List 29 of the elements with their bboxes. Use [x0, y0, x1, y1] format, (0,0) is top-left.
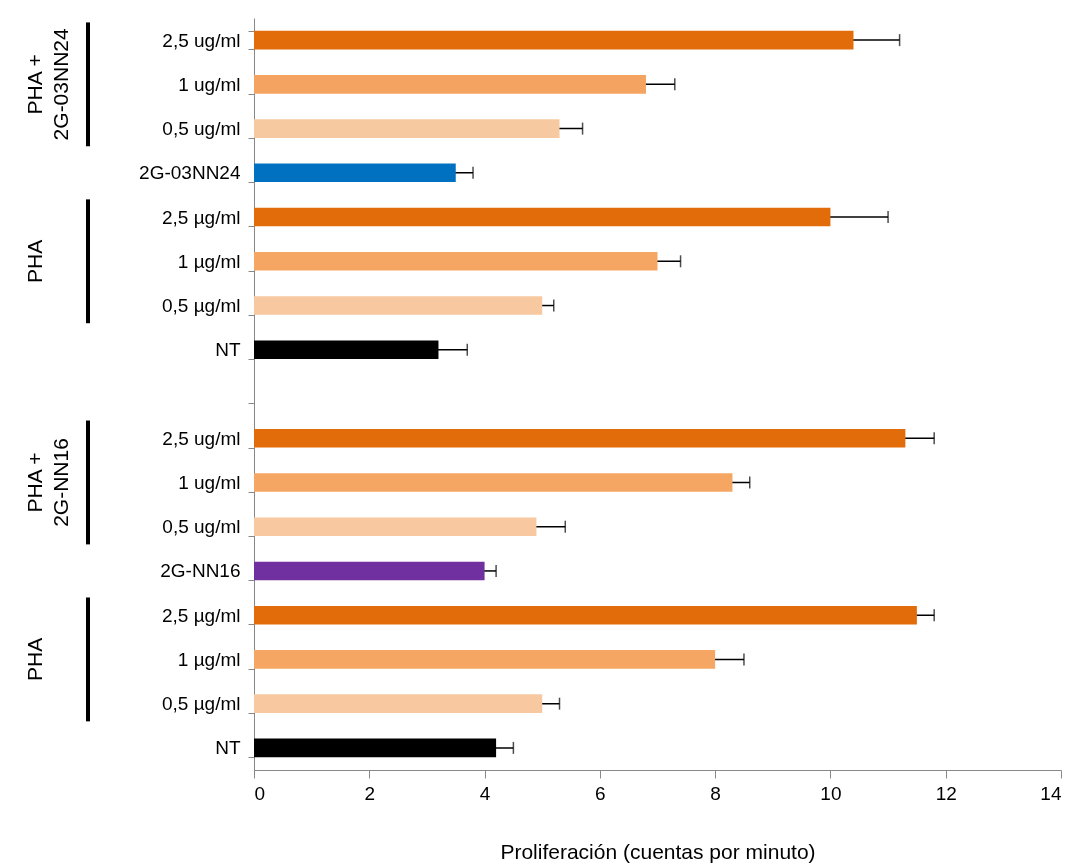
x-tick-label: 0 — [254, 782, 266, 804]
x-tick-label: 12 — [935, 782, 957, 804]
x-axis-title: Proliferación (cuentas por minuto) — [500, 839, 816, 863]
y-tick-label: NT — [215, 339, 241, 361]
x-tick-label: 6 — [595, 782, 606, 804]
y-tick-label: 1 µg/ml — [177, 250, 241, 272]
y-tick-label: 2,5 ug/ml — [162, 427, 241, 449]
text: PHA + 2G-03NN24 — [23, 28, 72, 141]
y-tick-label: 2,5 ug/ml — [162, 29, 241, 51]
x-tick-label: 8 — [710, 782, 721, 804]
text: PHA — [23, 637, 46, 682]
y-tick-label: NT — [215, 737, 241, 759]
y-tick-label: 0,5 ug/ml — [162, 118, 241, 140]
y-tick-label: 2G-NN16 — [160, 560, 241, 582]
y-tick-label: 2,5 µg/ml — [161, 604, 241, 626]
x-tick-label: 10 — [820, 782, 842, 804]
y-tick-label: 0,5 µg/ml — [161, 693, 241, 715]
text: PHA + 2G-NN16 — [23, 438, 72, 527]
x-tick-label: 4 — [479, 782, 491, 804]
y-tick-label: 2,5 µg/ml — [161, 206, 241, 228]
y-tick-label: 1 ug/ml — [178, 73, 241, 95]
x-tick-label: 2 — [364, 782, 376, 804]
y-tick-label: 1 µg/ml — [177, 648, 241, 670]
text: PHA — [23, 239, 46, 283]
x-tick-label: 14 — [1040, 782, 1062, 804]
y-tick-label: 1 ug/ml — [178, 471, 241, 493]
y-tick-label: 2G-03NN24 — [139, 162, 241, 184]
y-tick-label: 0,5 µg/ml — [161, 295, 241, 317]
y-tick-label: 0,5 ug/ml — [162, 516, 241, 538]
